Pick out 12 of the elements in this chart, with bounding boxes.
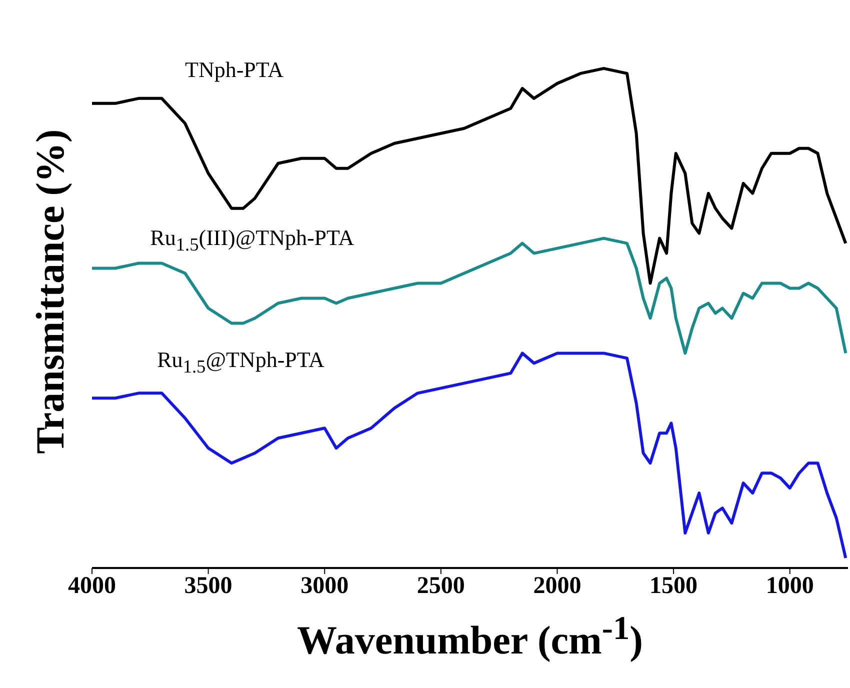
y-axis-title: Transmittance (%) xyxy=(26,128,74,456)
x-tick-label: 4000 xyxy=(68,573,116,600)
x-tick-label: 1500 xyxy=(650,573,698,600)
x-tick-label: 3000 xyxy=(300,573,349,600)
x-tick-label: 3500 xyxy=(184,573,232,600)
x-tick-label: 1000 xyxy=(766,573,814,600)
series-label: Ru$_{1.5}$@TNph-PTA xyxy=(157,347,324,378)
series-label: Ru$_{1.5}$(III)@TNph-PTA xyxy=(150,224,354,256)
series-label: TNph-PTA xyxy=(185,57,284,84)
x-tick-label: 2500 xyxy=(416,573,465,600)
x-tick-label: 2000 xyxy=(533,573,582,600)
x-axis-title: Wavenumber (cm$^{-1}$) xyxy=(296,610,644,664)
